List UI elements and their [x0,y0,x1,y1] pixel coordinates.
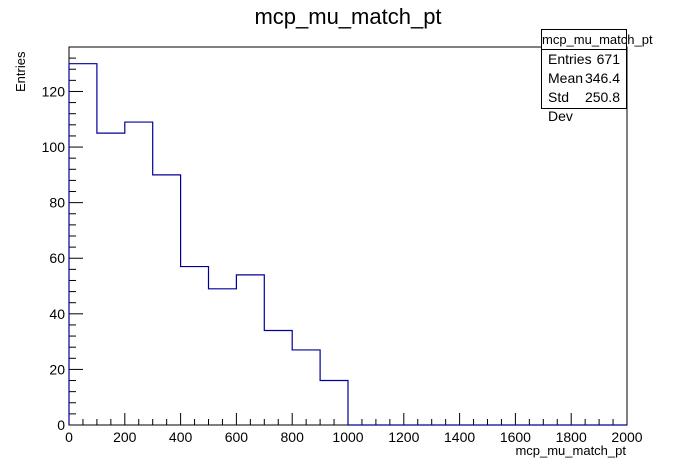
y-tick-label: 100 [42,139,66,155]
x-tick-label: 1200 [388,429,419,445]
x-tick-label: 400 [169,429,193,445]
stats-label: Std Dev [548,89,573,124]
y-tick-label: 60 [49,250,65,266]
histogram-line [68,63,627,426]
stats-label: Entries [548,51,592,67]
x-tick-label: 2000 [611,429,642,445]
x-tick-label: 1400 [444,429,475,445]
y-tick-label: 40 [49,306,65,322]
y-tick-label: 0 [57,417,65,433]
stats-value: 346.4 [584,70,620,86]
stats-box: mcp_mu_match_pt Entries 671 Mean 346.4 S… [541,29,653,124]
y-tick-label: 20 [49,361,65,377]
x-axis: 0 200 400 600 800 1000 1200 1400 1600 1800 2000 [65,413,643,445]
stats-row-mean: Mean 346.4 [542,69,626,88]
x-tick-label: 0 [65,429,73,445]
y-axis: 0 20 40 60 80 100 120 [42,46,83,433]
stats-label: Mean [548,70,584,86]
y-tick-label: 120 [42,83,66,99]
stats-row-stddev: Std Dev 250.8 [542,88,626,124]
x-tick-label: 200 [113,429,137,445]
stats-box-name: mcp_mu_match_pt [542,30,653,50]
x-tick-label: 800 [281,429,305,445]
y-tick-label: 80 [49,195,65,211]
x-tick-label: 1600 [500,429,531,445]
stats-value: 671 [596,51,620,67]
x-tick-label: 1800 [556,429,587,445]
stats-row-entries: Entries 671 [542,50,626,69]
x-tick-label: 1000 [332,429,363,445]
x-axis-label: mcp_mu_match_pt [515,443,626,458]
x-tick-label: 600 [225,429,249,445]
stats-value: 250.8 [584,89,620,105]
y-axis-label: Entries [13,51,28,92]
chart-title: mcp_mu_match_pt [254,4,442,29]
